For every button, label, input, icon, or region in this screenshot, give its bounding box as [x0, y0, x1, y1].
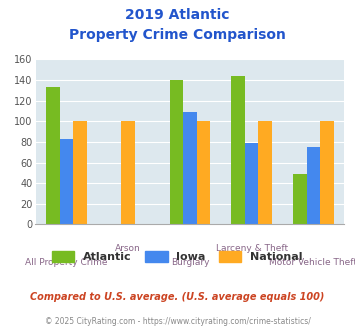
Bar [245, 143, 258, 224]
Bar [307, 147, 320, 224]
Bar [231, 76, 245, 224]
Bar [258, 121, 272, 224]
Bar [121, 121, 135, 224]
Legend: Atlantic, Iowa, National: Atlantic, Iowa, National [48, 247, 307, 267]
Text: Larceny & Theft: Larceny & Theft [215, 244, 288, 253]
Text: 2019 Atlantic: 2019 Atlantic [125, 8, 230, 22]
Text: Arson: Arson [115, 244, 141, 253]
Text: Compared to U.S. average. (U.S. average equals 100): Compared to U.S. average. (U.S. average … [30, 292, 325, 302]
Bar [293, 174, 307, 224]
Bar [170, 80, 183, 224]
Text: Burglary: Burglary [171, 258, 209, 267]
Bar [320, 121, 334, 224]
Bar [60, 139, 73, 224]
Text: Motor Vehicle Theft: Motor Vehicle Theft [269, 258, 355, 267]
Text: Property Crime Comparison: Property Crime Comparison [69, 28, 286, 42]
Text: All Property Crime: All Property Crime [25, 258, 108, 267]
Bar [73, 121, 87, 224]
Bar [46, 87, 60, 224]
Text: © 2025 CityRating.com - https://www.cityrating.com/crime-statistics/: © 2025 CityRating.com - https://www.city… [45, 317, 310, 326]
Bar [183, 112, 197, 224]
Bar [197, 121, 210, 224]
